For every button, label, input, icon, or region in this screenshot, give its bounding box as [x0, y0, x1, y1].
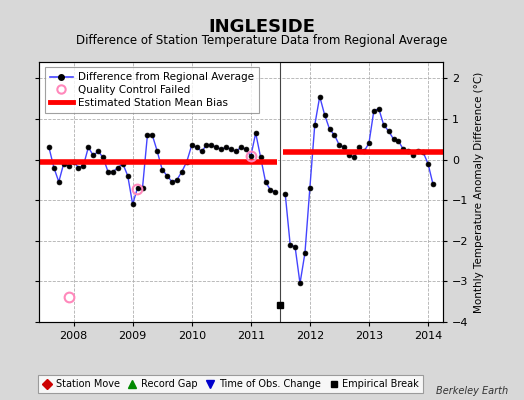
Text: Berkeley Earth: Berkeley Earth: [436, 386, 508, 396]
Legend: Difference from Regional Average, Quality Control Failed, Estimated Station Mean: Difference from Regional Average, Qualit…: [45, 67, 259, 113]
Text: INGLESIDE: INGLESIDE: [209, 18, 315, 36]
Text: Difference of Station Temperature Data from Regional Average: Difference of Station Temperature Data f…: [77, 34, 447, 47]
Y-axis label: Monthly Temperature Anomaly Difference (°C): Monthly Temperature Anomaly Difference (…: [474, 71, 484, 313]
Legend: Station Move, Record Gap, Time of Obs. Change, Empirical Break: Station Move, Record Gap, Time of Obs. C…: [38, 375, 423, 393]
